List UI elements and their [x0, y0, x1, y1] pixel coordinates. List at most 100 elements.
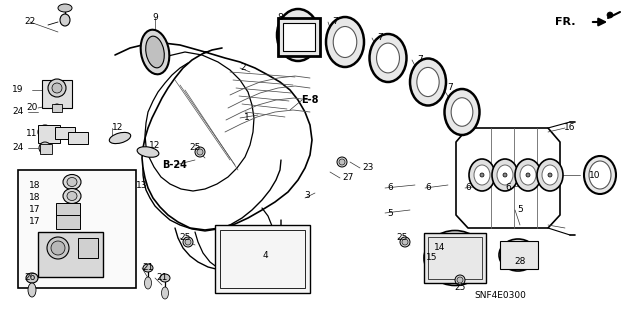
Bar	[283, 23, 315, 51]
Text: 27: 27	[342, 174, 354, 182]
Ellipse shape	[38, 125, 52, 139]
Text: 12: 12	[112, 123, 124, 132]
Bar	[52, 104, 62, 112]
Ellipse shape	[141, 30, 170, 74]
Ellipse shape	[526, 173, 530, 177]
Ellipse shape	[520, 165, 536, 185]
Text: 9: 9	[152, 13, 158, 23]
Ellipse shape	[63, 189, 81, 204]
Ellipse shape	[376, 43, 399, 73]
Text: 19: 19	[12, 85, 24, 94]
Ellipse shape	[160, 274, 170, 282]
Bar	[78, 238, 98, 258]
Ellipse shape	[607, 12, 613, 18]
Text: 18: 18	[29, 194, 41, 203]
Ellipse shape	[48, 79, 66, 97]
Text: 11: 11	[26, 129, 38, 137]
Ellipse shape	[58, 4, 72, 12]
Bar	[220, 230, 305, 288]
Text: 2: 2	[240, 63, 246, 72]
Ellipse shape	[51, 241, 65, 255]
Text: 7: 7	[447, 84, 453, 93]
Text: B-24: B-24	[163, 160, 188, 170]
Ellipse shape	[445, 89, 479, 135]
Ellipse shape	[492, 159, 518, 191]
Ellipse shape	[424, 231, 486, 286]
Text: 25: 25	[396, 234, 408, 242]
Ellipse shape	[285, 19, 311, 51]
Ellipse shape	[431, 237, 479, 279]
Bar	[500, 241, 538, 269]
Text: 17: 17	[29, 218, 41, 226]
Ellipse shape	[60, 14, 70, 26]
Ellipse shape	[548, 173, 552, 177]
Ellipse shape	[542, 165, 558, 185]
Ellipse shape	[146, 36, 164, 68]
Ellipse shape	[474, 165, 490, 185]
Bar	[42, 80, 72, 108]
Ellipse shape	[67, 177, 77, 187]
Ellipse shape	[410, 58, 446, 106]
Ellipse shape	[183, 237, 193, 247]
Text: 20: 20	[26, 103, 38, 113]
Text: 5: 5	[517, 205, 523, 214]
Ellipse shape	[451, 98, 473, 126]
Ellipse shape	[369, 34, 406, 82]
Text: 24: 24	[12, 144, 24, 152]
Text: 23: 23	[362, 164, 374, 173]
Ellipse shape	[39, 142, 51, 154]
Bar	[56, 203, 80, 217]
Text: 13: 13	[136, 181, 148, 189]
Ellipse shape	[455, 275, 465, 285]
Text: 8: 8	[277, 13, 283, 23]
Text: 3: 3	[304, 191, 310, 201]
Text: 6: 6	[505, 183, 511, 192]
Ellipse shape	[326, 17, 364, 67]
Ellipse shape	[480, 173, 484, 177]
Text: 5: 5	[387, 209, 393, 218]
Text: E-8: E-8	[301, 95, 319, 105]
Bar	[56, 215, 80, 229]
Ellipse shape	[417, 67, 439, 97]
Ellipse shape	[277, 9, 319, 61]
Ellipse shape	[400, 237, 410, 247]
Ellipse shape	[185, 239, 191, 245]
Text: 7: 7	[332, 18, 338, 26]
Ellipse shape	[584, 156, 616, 194]
Bar	[278, 18, 320, 56]
Text: 21: 21	[142, 263, 154, 272]
Ellipse shape	[469, 159, 495, 191]
Ellipse shape	[339, 159, 345, 165]
Ellipse shape	[63, 174, 81, 189]
Text: 15: 15	[426, 254, 438, 263]
Text: 28: 28	[515, 257, 525, 266]
Bar	[428, 237, 482, 279]
Text: 21: 21	[156, 273, 168, 283]
Bar	[18, 170, 136, 288]
Ellipse shape	[402, 239, 408, 245]
Text: 6: 6	[425, 183, 431, 192]
Ellipse shape	[195, 147, 205, 157]
Ellipse shape	[503, 173, 507, 177]
Ellipse shape	[197, 149, 203, 155]
Bar	[38, 125, 60, 143]
Ellipse shape	[440, 244, 470, 272]
Text: 25: 25	[189, 144, 201, 152]
Text: 24: 24	[12, 108, 24, 116]
Ellipse shape	[143, 264, 153, 272]
Ellipse shape	[109, 132, 131, 144]
Text: 25: 25	[454, 284, 466, 293]
Text: 7: 7	[417, 56, 423, 64]
Ellipse shape	[47, 237, 69, 259]
Ellipse shape	[53, 104, 61, 112]
Ellipse shape	[337, 157, 347, 167]
Bar	[55, 127, 75, 139]
Ellipse shape	[537, 159, 563, 191]
Ellipse shape	[499, 239, 537, 271]
Ellipse shape	[26, 273, 38, 283]
Text: FR.: FR.	[555, 17, 575, 27]
Text: 26: 26	[24, 273, 36, 283]
Ellipse shape	[589, 161, 611, 189]
Text: 6: 6	[465, 183, 471, 192]
Text: 10: 10	[589, 170, 601, 180]
